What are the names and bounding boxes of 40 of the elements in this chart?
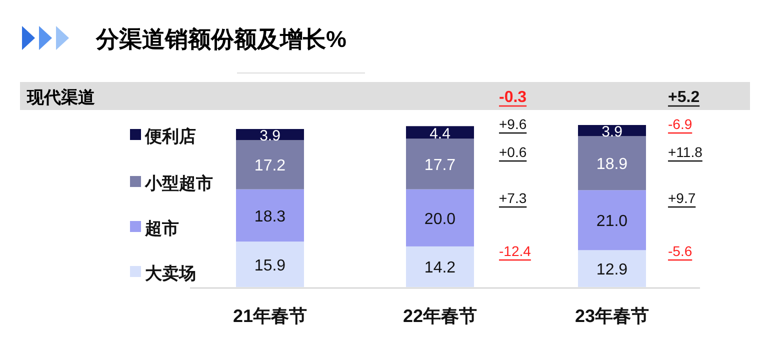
x-tick-label: 21年春节 [232,306,308,326]
annotation: -5.6 [668,243,692,259]
data-label: 4.4 [430,125,450,142]
data-label: 3.9 [602,124,622,141]
chart-title: 分渠道销额份额及增长% [95,26,346,52]
bar [406,138,474,190]
x-tick-label: 22年春节 [402,306,478,326]
bar [578,250,646,287]
annotation: +9.6 [499,116,527,132]
annotation: +9.7 [668,190,696,206]
annotation: +7.3 [499,190,527,206]
bar [406,246,474,287]
text: -0.3 [499,89,527,106]
legend-label: 小型超市 [144,174,213,193]
bar [236,140,304,190]
data-label: 17.7 [424,157,456,174]
bar [236,242,304,287]
data-label: 18.9 [596,156,628,174]
legend-label: 超市 [144,219,179,238]
bar [236,189,304,242]
legend-label: 便利店 [144,127,196,146]
annotation: +11.8 [668,144,703,160]
data-label: 17.2 [254,158,286,175]
data-label: 3.9 [260,128,280,145]
data-label: 18.3 [254,208,286,226]
annotation: -12.4 [499,243,532,259]
data-label: 20.0 [424,210,456,228]
data-label: 21.0 [596,213,628,230]
chart-subtitle: 现代渠道 [26,88,95,107]
text: +5.2 [668,89,700,106]
legend-label: 大卖场 [145,264,196,283]
data-label: 12.9 [596,262,628,279]
x-tick-label: 23年春节 [574,306,650,326]
bar [578,136,646,190]
bar [406,189,474,246]
annotation: -6.9 [668,116,692,132]
annotation: +0.6 [499,144,527,160]
bar [578,190,646,250]
data-label: 15.9 [254,257,286,274]
data-label: 14.2 [424,260,456,277]
